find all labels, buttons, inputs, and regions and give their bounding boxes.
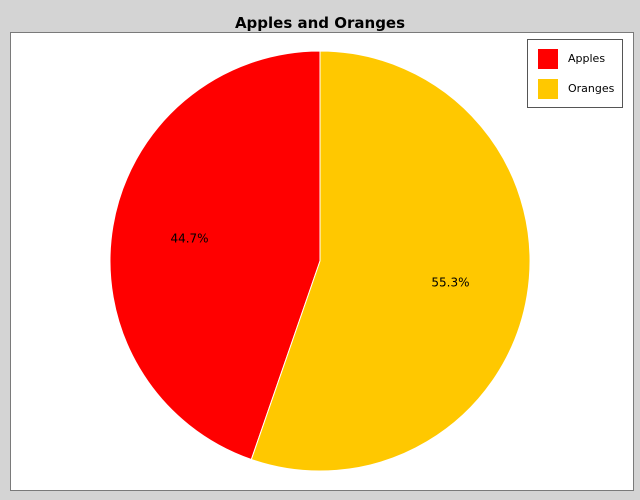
pie-labels: 44.7% 55.3% <box>170 232 469 290</box>
legend-item-apples: Apples <box>538 49 622 69</box>
pie-label-apples: 44.7% <box>170 232 208 246</box>
legend-swatch-apples <box>538 49 558 69</box>
legend-label-apples: Apples <box>568 52 606 65</box>
pie-slice-oranges <box>250 50 531 472</box>
pie-slice-apples <box>109 50 321 461</box>
legend-label-oranges: Oranges <box>568 82 615 95</box>
chart-title: Apples and Oranges <box>234 14 406 32</box>
pie-slices <box>109 50 531 472</box>
legend-swatch-oranges <box>538 79 558 99</box>
legend-item-oranges: Oranges <box>538 79 622 99</box>
legend: Apples Oranges <box>527 39 623 108</box>
pie-label-oranges: 55.3% <box>431 275 469 289</box>
